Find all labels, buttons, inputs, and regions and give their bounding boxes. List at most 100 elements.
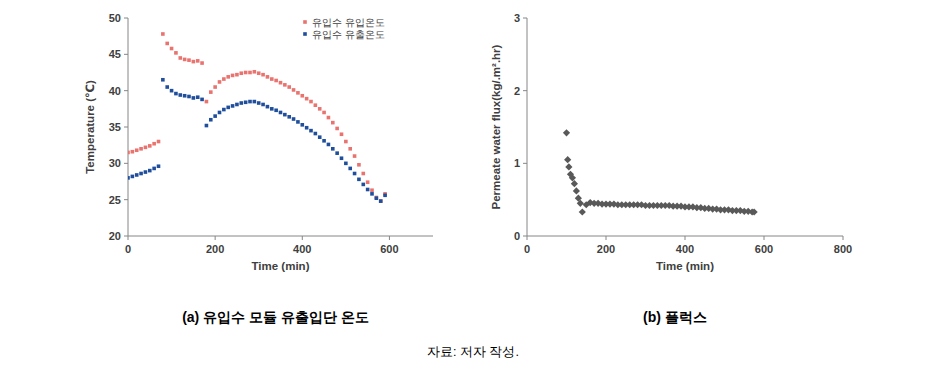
y-tick-label: 40 <box>109 85 121 97</box>
data-point <box>266 105 270 109</box>
y-tick <box>124 199 128 200</box>
data-point <box>279 81 283 85</box>
data-point <box>222 77 226 81</box>
data-point <box>266 75 270 79</box>
data-point <box>187 58 191 62</box>
figure: 202530354045500200400600Time (min)Temper… <box>0 0 947 370</box>
data-point <box>344 140 348 144</box>
x-axis-title: Time (min) <box>656 260 714 272</box>
y-tick-label: 50 <box>109 12 121 24</box>
y-tick <box>523 163 527 164</box>
legend-label: 유입수 유출온도 <box>312 29 385 40</box>
data-point <box>348 167 352 171</box>
x-tick <box>843 236 844 240</box>
data-point <box>174 92 178 96</box>
x-tick-label: 0 <box>125 243 131 255</box>
data-point <box>366 180 370 184</box>
data-point <box>157 164 161 168</box>
data-point <box>322 111 326 115</box>
data-point <box>226 106 230 110</box>
data-point <box>222 108 226 112</box>
data-point <box>244 100 248 104</box>
y-tick <box>523 18 527 19</box>
data-point <box>292 88 296 92</box>
data-point <box>161 78 165 82</box>
caption: (a) 유입수 모듈 유출입단 온도 <box>182 309 369 325</box>
data-point <box>152 142 156 146</box>
data-point <box>357 163 361 167</box>
data-point <box>370 192 374 196</box>
data-point <box>257 101 261 105</box>
data-point <box>309 129 313 133</box>
source-note: 자료: 저자 작성. <box>427 345 519 359</box>
data-point <box>148 144 152 148</box>
data-point <box>322 139 326 143</box>
y-tick <box>124 236 128 237</box>
data-point <box>178 56 182 60</box>
y-tick <box>124 163 128 164</box>
x-tick-label: 400 <box>293 243 311 255</box>
y-tick-label: 25 <box>109 194 121 206</box>
chart-panel: 01230200400600800Time (min)Permeate wate… <box>490 12 852 325</box>
y-tick <box>523 236 527 237</box>
y-tick-label: 2 <box>514 85 520 97</box>
data-point <box>174 51 178 55</box>
data-point <box>261 103 265 107</box>
data-point <box>274 79 278 83</box>
data-point <box>287 85 291 89</box>
data-point <box>135 173 139 177</box>
data-point <box>165 42 169 46</box>
data-point <box>135 148 139 152</box>
data-point <box>379 199 383 203</box>
data-point <box>248 100 252 104</box>
data-point <box>379 199 383 203</box>
data-point <box>248 71 252 75</box>
data-point <box>131 175 135 179</box>
data-point <box>573 187 580 194</box>
data-point <box>128 176 130 180</box>
data-point <box>331 147 335 151</box>
data-point <box>296 120 300 124</box>
data-group <box>128 32 387 203</box>
x-tick-label: 800 <box>834 243 852 255</box>
y-tick <box>124 18 128 19</box>
data-point <box>571 180 578 187</box>
data-point <box>161 32 165 36</box>
data-point <box>327 116 331 120</box>
data-point <box>200 98 204 102</box>
y-tick-label: 1 <box>514 157 520 169</box>
data-point <box>579 208 586 215</box>
data-point <box>370 188 374 192</box>
x-axis-title: Time (min) <box>252 260 310 272</box>
data-point <box>366 188 370 192</box>
data-point <box>305 126 309 130</box>
x-tick-label: 200 <box>597 243 615 255</box>
data-point <box>344 162 348 166</box>
data-point <box>139 172 143 176</box>
y-tick-label: 0 <box>514 230 520 242</box>
data-point <box>187 95 191 99</box>
data-point <box>196 59 200 63</box>
data-point <box>335 151 339 155</box>
x-tick <box>128 236 129 240</box>
data-point <box>261 73 265 77</box>
data-point <box>253 100 257 104</box>
y-axis-line <box>527 18 528 236</box>
x-tick-label: 400 <box>676 243 694 255</box>
data-point <box>128 151 130 155</box>
data-point <box>192 96 196 100</box>
data-point <box>340 156 344 160</box>
data-point <box>331 121 335 125</box>
data-point <box>283 83 287 87</box>
x-tick <box>764 236 765 240</box>
data-point <box>218 111 222 115</box>
data-point <box>148 169 152 173</box>
y-tick <box>124 90 128 91</box>
legend-marker <box>303 32 307 36</box>
data-group <box>563 129 758 215</box>
data-point <box>165 85 169 89</box>
data-point <box>213 114 217 118</box>
data-point <box>375 196 379 200</box>
data-point <box>196 95 200 99</box>
x-tick <box>606 236 607 240</box>
